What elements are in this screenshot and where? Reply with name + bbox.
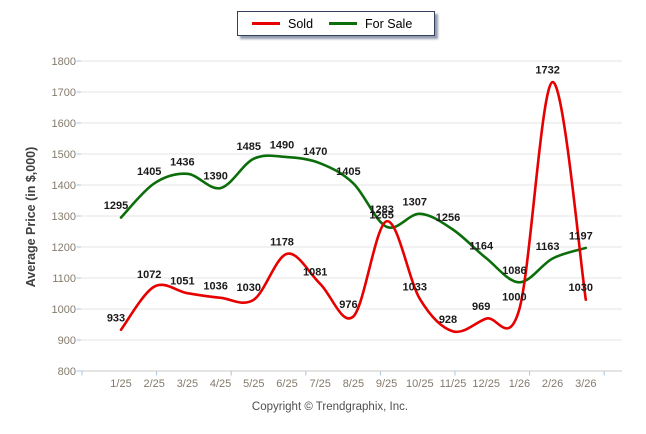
svg-text:1600: 1600 — [52, 118, 76, 130]
svg-text:1500: 1500 — [52, 149, 76, 161]
value-label: 1390 — [203, 171, 227, 183]
svg-text:1/26: 1/26 — [509, 378, 530, 390]
svg-text:2/25: 2/25 — [143, 378, 164, 390]
value-label: 1283 — [369, 204, 393, 216]
svg-text:3/25: 3/25 — [177, 378, 198, 390]
svg-text:5/25: 5/25 — [243, 378, 264, 390]
value-label: 1197 — [569, 230, 593, 242]
svg-text:1700: 1700 — [52, 87, 76, 99]
svg-text:8/25: 8/25 — [343, 378, 364, 390]
svg-text:6/25: 6/25 — [276, 378, 297, 390]
value-label: 1030 — [569, 282, 593, 294]
value-label: 1163 — [536, 241, 560, 253]
value-label: 1081 — [303, 266, 327, 278]
svg-text:1300: 1300 — [52, 211, 76, 223]
value-label: 1036 — [203, 280, 227, 292]
value-label: 1405 — [336, 166, 360, 178]
value-label: 1307 — [403, 196, 427, 208]
value-label: 933 — [107, 312, 125, 324]
svg-text:1000: 1000 — [52, 304, 76, 316]
svg-text:4/25: 4/25 — [210, 378, 231, 390]
copyright-text: Copyright © Trendgraphix, Inc. — [251, 401, 409, 413]
value-label: 1265 — [369, 209, 393, 221]
value-label: 1072 — [137, 269, 161, 281]
svg-text:1200: 1200 — [52, 242, 76, 254]
value-label: 1030 — [237, 282, 261, 294]
svg-text:10/25: 10/25 — [406, 378, 434, 390]
x-axis-tick-labels: 1/25 2/25 3/25 4/25 5/25 6/25 7/25 8/25 9/25 10/2… — [110, 378, 596, 390]
svg-text:1400: 1400 — [52, 180, 76, 192]
svg-text:900: 900 — [58, 335, 76, 347]
value-label: 1470 — [303, 146, 327, 158]
svg-text:1100: 1100 — [52, 273, 76, 285]
value-label: 1732 — [535, 65, 559, 77]
value-label: 1164 — [469, 241, 494, 253]
svg-text:1/25: 1/25 — [110, 378, 131, 390]
value-label: 969 — [472, 301, 490, 313]
value-label: 1033 — [403, 281, 427, 293]
for-sale-line — [119, 154, 588, 284]
value-label: 1436 — [170, 156, 194, 168]
svg-text:2/26: 2/26 — [542, 378, 563, 390]
value-label: 1051 — [170, 276, 194, 288]
gridlines — [80, 60, 622, 341]
value-label: 1000 — [502, 292, 526, 304]
y-axis-title: Average Price (in $,000) — [24, 146, 38, 288]
value-label: 1490 — [270, 140, 294, 152]
y-axis-tick-labels: 800 900 1000 1100 1200 1300 1400 1500 1600 1700 18… — [52, 56, 76, 378]
legend-forsale-line-swatch — [329, 22, 358, 25]
value-label: 1405 — [137, 166, 161, 178]
point-value-labels: 933 1072 1051 1036 1030 1178 1081 976 1283 1033 92… — [104, 65, 593, 326]
axis-tick-marks — [76, 60, 605, 376]
legend-sold-line-swatch — [252, 22, 280, 25]
svg-text:12/25: 12/25 — [472, 378, 500, 390]
chart-legend: Sold For Sale — [237, 11, 436, 36]
value-label: 976 — [339, 299, 357, 311]
value-label: 1086 — [502, 265, 526, 277]
legend-forsale-label: For Sale — [365, 16, 413, 31]
legend-sold-label: Sold — [288, 16, 314, 31]
sold-line — [119, 80, 588, 334]
value-label: 1295 — [104, 200, 128, 212]
svg-text:800: 800 — [58, 366, 76, 378]
value-label: 1485 — [237, 141, 261, 153]
svg-text:11/25: 11/25 — [440, 378, 467, 390]
svg-text:1800: 1800 — [52, 56, 76, 68]
value-label: 1178 — [270, 236, 294, 248]
svg-text:7/25: 7/25 — [309, 378, 330, 390]
svg-text:3/26: 3/26 — [575, 378, 596, 390]
svg-text:9/25: 9/25 — [376, 378, 397, 390]
value-label: 928 — [439, 314, 457, 326]
value-label: 1256 — [436, 212, 460, 224]
